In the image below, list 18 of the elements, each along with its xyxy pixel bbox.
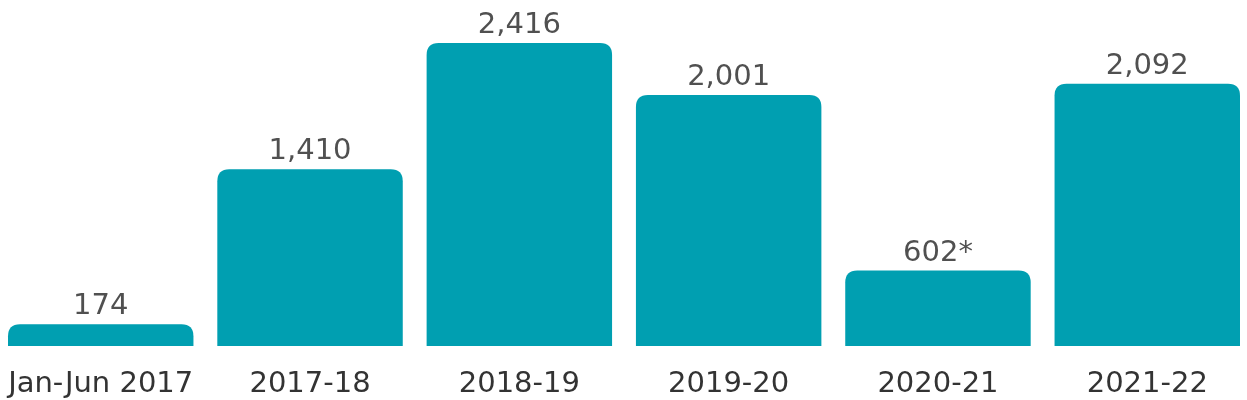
- x-tick-label: 2018-19: [458, 365, 580, 399]
- bar: [1054, 83, 1240, 346]
- x-tick-label: 2021-22: [1086, 365, 1208, 399]
- data-label: 602*: [903, 233, 973, 268]
- data-label: 174: [73, 287, 129, 322]
- data-label: 2,416: [477, 6, 561, 40]
- x-tick-label: Jan-Jun 2017: [6, 365, 194, 399]
- bar: [845, 270, 1031, 346]
- x-tick-label: 2020-21: [877, 365, 999, 399]
- bar: [426, 43, 613, 346]
- bar: [8, 324, 194, 346]
- data-label: 2,092: [1105, 46, 1189, 81]
- data-label: 1,410: [268, 132, 352, 167]
- x-tick-label: 2019-20: [668, 365, 790, 399]
- x-tick-label: 2017-18: [249, 365, 371, 399]
- bar: [217, 169, 403, 346]
- data-label: 2,001: [687, 58, 771, 93]
- bar: [635, 95, 822, 346]
